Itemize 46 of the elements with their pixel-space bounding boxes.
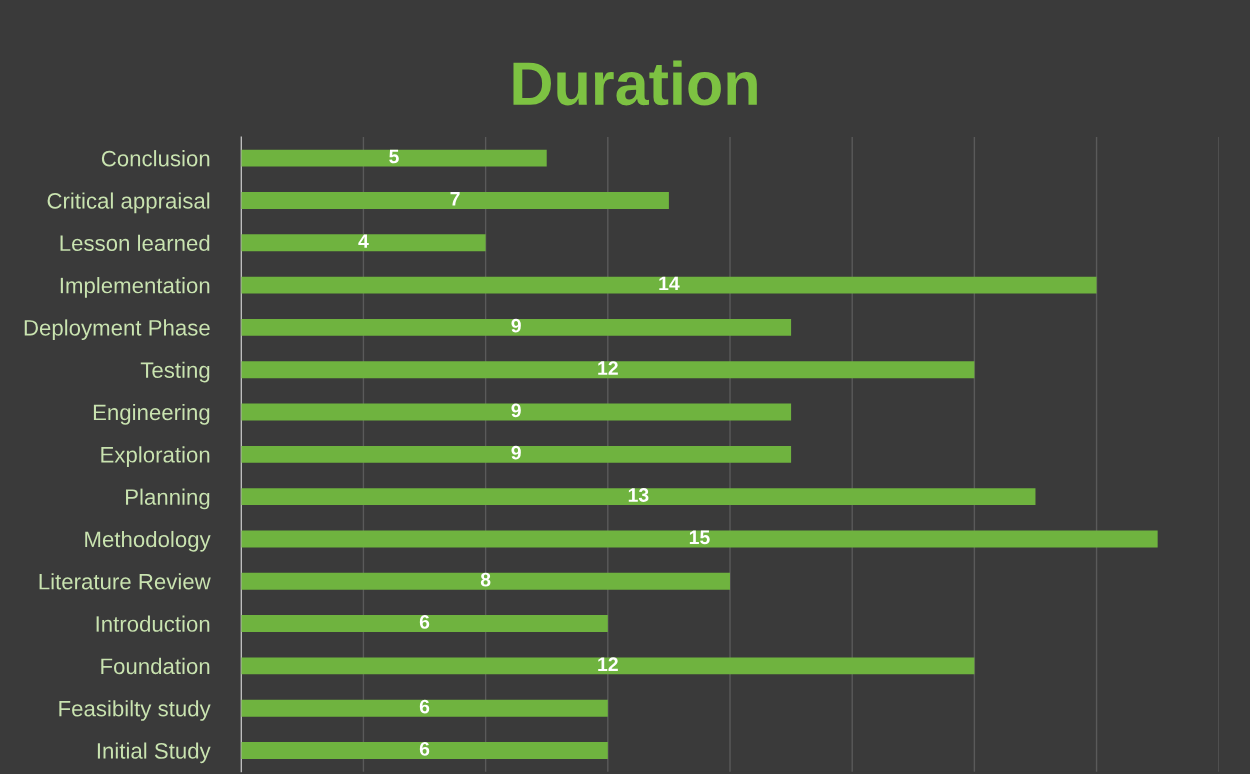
y-tick-label: Exploration xyxy=(101,446,210,467)
data-label: 9 xyxy=(511,403,521,418)
bar xyxy=(241,445,792,463)
y-tick-label: Initial Study xyxy=(97,742,211,764)
bar xyxy=(241,149,547,167)
bar xyxy=(241,234,486,252)
data-label: 8 xyxy=(480,572,491,587)
y-tick-label: Methodology xyxy=(85,530,211,552)
data-label: 9 xyxy=(511,445,521,460)
bar xyxy=(241,488,1036,506)
data-label: 15 xyxy=(689,530,710,545)
y-tick-label: Critical appraisal xyxy=(47,192,210,214)
y-tick-label: Implementation xyxy=(60,277,210,298)
bar xyxy=(241,530,1158,548)
chart-title: Duration xyxy=(513,60,757,106)
y-tick-label: Lesson learned xyxy=(60,234,210,252)
y-tick-label: Deployment Phase xyxy=(24,319,210,341)
y-tick-label: Planning xyxy=(126,488,210,510)
y-tick-label: Conclusion xyxy=(101,150,210,167)
y-tick-label: Feasibilty study xyxy=(59,700,211,721)
data-label: 6 xyxy=(419,615,430,629)
bar xyxy=(241,699,608,717)
data-label: 5 xyxy=(389,149,399,164)
data-label: 4 xyxy=(358,234,369,248)
bar xyxy=(241,276,1097,294)
bar xyxy=(241,615,608,633)
bar xyxy=(241,742,608,759)
bar xyxy=(241,572,730,590)
data-label: 6 xyxy=(419,699,430,714)
bar xyxy=(241,192,669,209)
data-label: 7 xyxy=(450,192,460,206)
y-tick-label: Foundation xyxy=(101,657,210,675)
y-tick-label: Engineering xyxy=(93,403,210,425)
data-label: 12 xyxy=(598,361,618,375)
data-label: 9 xyxy=(511,318,521,333)
data-label: 14 xyxy=(659,276,680,291)
bar xyxy=(241,403,792,421)
data-label: 12 xyxy=(598,657,618,671)
data-label: 6 xyxy=(419,741,430,756)
bar xyxy=(241,657,975,675)
data-label: 13 xyxy=(628,488,649,502)
bar xyxy=(241,318,792,336)
y-tick-label: Literature Review xyxy=(39,573,211,590)
y-tick-label: Testing xyxy=(140,361,210,383)
y-tick-label: Introduction xyxy=(96,615,210,632)
bar xyxy=(241,361,975,379)
